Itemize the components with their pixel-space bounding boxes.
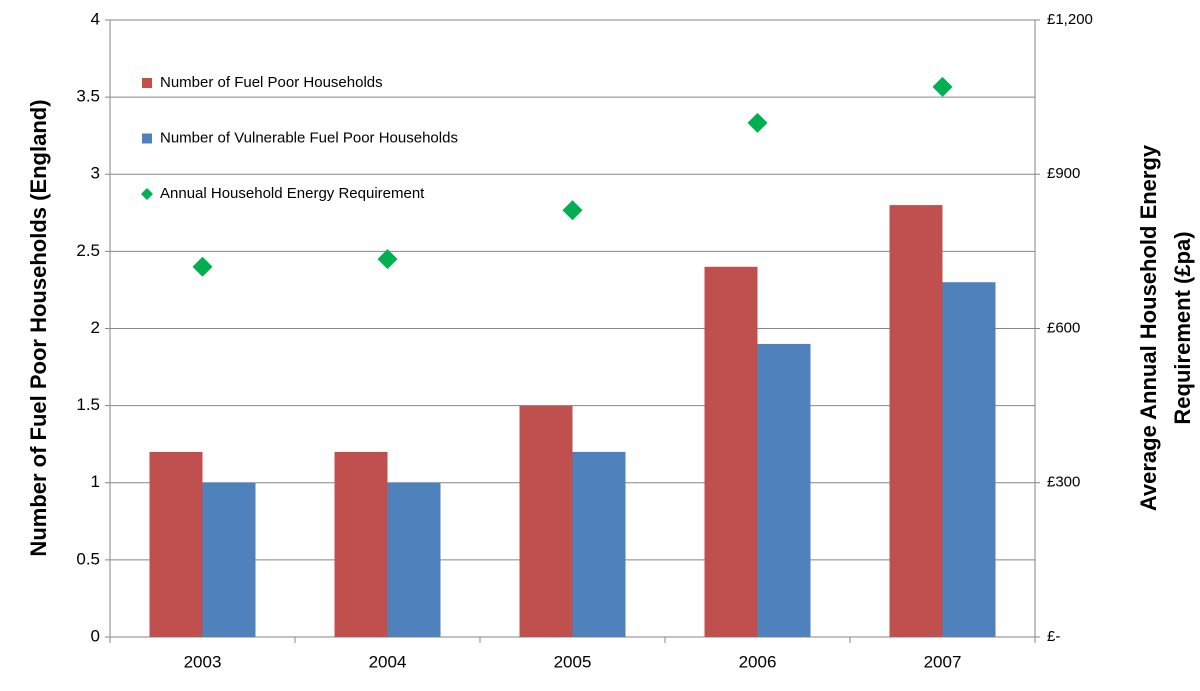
x-tick-label: 2004	[369, 652, 407, 671]
bar	[202, 482, 256, 637]
y-tick-label: 2	[91, 318, 100, 337]
y-axis-title: Number of Fuel Poor Households (England)	[26, 99, 51, 556]
legend-text: Number of Fuel Poor Households	[160, 74, 383, 91]
y-tick-label: 3	[91, 164, 100, 183]
y2-axis-title: Average Annual Household Energy	[1136, 144, 1161, 511]
legend-text: Number of Vulnerable Fuel Poor Household…	[160, 129, 458, 146]
legend-marker	[142, 133, 152, 144]
x-tick-label: 2006	[739, 652, 777, 671]
y2-axis-title: Requirement (£pa)	[1170, 231, 1195, 424]
bar	[572, 451, 626, 637]
bar	[387, 482, 441, 637]
y2-tick-label: £1,200	[1047, 11, 1093, 28]
diamond-marker	[377, 249, 398, 270]
y-tick-label: 0	[91, 626, 100, 645]
bar	[334, 451, 388, 637]
legend-text: Annual Household Energy Requirement	[160, 185, 425, 202]
bar	[757, 343, 811, 637]
x-tick-label: 2007	[924, 652, 962, 671]
bar	[149, 451, 203, 637]
diamond-marker	[932, 76, 953, 97]
diamond-marker	[747, 112, 768, 133]
legend-marker	[141, 188, 153, 200]
diamond-marker	[192, 256, 213, 277]
y2-tick-label: £-	[1047, 628, 1060, 645]
y-tick-label: 2.5	[76, 241, 100, 260]
y2-tick-label: £300	[1047, 474, 1080, 491]
x-tick-label: 2003	[184, 652, 222, 671]
y-tick-label: 1	[91, 472, 100, 491]
bar	[889, 205, 943, 637]
bar	[519, 405, 573, 637]
legend-marker	[142, 78, 152, 88]
x-tick-label: 2005	[554, 652, 592, 671]
bar	[942, 282, 996, 637]
y2-tick-label: £900	[1047, 165, 1080, 182]
y-tick-label: 4	[91, 9, 100, 28]
bar	[704, 266, 758, 637]
diamond-marker	[562, 200, 583, 221]
y-tick-label: 3.5	[76, 87, 100, 106]
y-tick-label: 1.5	[76, 395, 100, 414]
y2-tick-label: £600	[1047, 319, 1080, 336]
y-tick-label: 0.5	[76, 549, 100, 568]
